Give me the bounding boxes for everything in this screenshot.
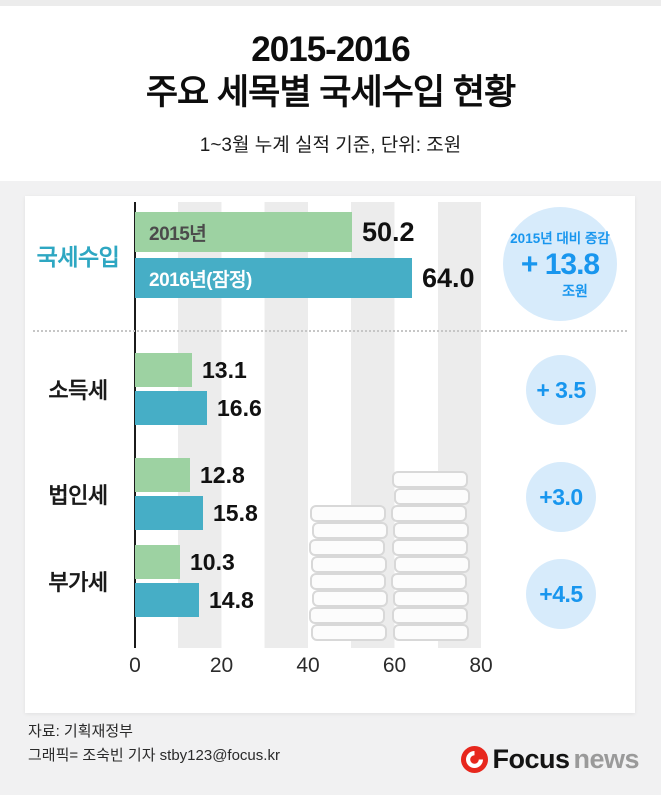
bar-2015-row0: 2015년 xyxy=(135,212,352,252)
value-label-2016-row1: 16.6 xyxy=(217,395,262,421)
diff-badge-unit: 조원 xyxy=(562,283,588,299)
chart-card: 국세수입 2015년 50.2 2016년(잠정) 64.0 소득세 13.1 16.6 법인세… xyxy=(25,196,635,713)
page-title-line1: 2015-2016 xyxy=(251,30,410,69)
x-tick-60: 60 xyxy=(382,654,407,677)
bar-2016-row0: 2016년(잠정) xyxy=(135,258,412,298)
value-label-2015-row3: 10.3 xyxy=(190,549,235,575)
money-stack-watermark xyxy=(309,471,470,641)
category-label-2: 법인세 xyxy=(48,483,108,508)
value-label-2015-row2: 12.8 xyxy=(200,462,245,488)
diff-badge-value: + 13.8 xyxy=(520,248,600,281)
bar-2016-row3 xyxy=(135,583,199,617)
focus-news-logo-icon xyxy=(461,746,489,773)
diff-badge-corporate-tax: +3.0 xyxy=(526,462,596,532)
bar-2016-row2 xyxy=(135,496,203,530)
value-label-2016-row3: 14.8 xyxy=(209,587,254,613)
page-subtitle: 1~3월 누계 실적 기준, 단위: 조원 xyxy=(199,134,462,156)
dashed-separator xyxy=(33,330,627,332)
x-tick-0: 0 xyxy=(129,654,141,677)
category-label-1: 소득세 xyxy=(48,378,108,403)
bar-2015-row3 xyxy=(135,545,180,579)
top-strip xyxy=(0,0,661,6)
logo-text-focus: Focus xyxy=(492,744,570,774)
logo-text-news: news xyxy=(573,744,639,774)
x-tick-20: 20 xyxy=(209,654,234,677)
value-label-2015-row1: 13.1 xyxy=(202,357,247,383)
credit-text: 그래픽= 조숙빈 기자 stby123@focus.kr xyxy=(28,747,280,764)
bar-2015-row1 xyxy=(135,353,192,387)
header: 2015-2016 주요 세목별 국세수입 현황 1~3월 누계 실적 기준, … xyxy=(0,6,661,181)
diff-badge-total: 2015년 대비 증감 + 13.8 조원 xyxy=(503,207,617,321)
series-label-2015: 2015년 xyxy=(149,223,207,245)
x-tick-80: 80 xyxy=(469,654,493,677)
value-label-2016-row2: 15.8 xyxy=(213,500,258,526)
bar-2015-row2 xyxy=(135,458,190,492)
series-label-2016: 2016년(잠정) xyxy=(149,269,252,291)
diff-badge-title: 2015년 대비 증감 xyxy=(510,231,610,246)
diff-badge-vat: +4.5 xyxy=(526,559,596,629)
page-title-line2: 주요 세목별 국세수입 현황 xyxy=(145,73,516,113)
bar-2016-row1 xyxy=(135,391,207,425)
category-label-3: 부가세 xyxy=(48,570,108,595)
x-tick-40: 40 xyxy=(296,654,320,677)
value-label-2016-row0: 64.0 xyxy=(422,263,475,293)
category-label-0: 국세수입 xyxy=(36,244,120,270)
value-label-2015-row0: 50.2 xyxy=(362,217,415,247)
y-axis-line xyxy=(134,202,136,648)
focus-news-logo: Focus news xyxy=(461,744,639,775)
source-text: 자료: 기획재정부 xyxy=(28,723,133,740)
diff-badge-income-tax: + 3.5 xyxy=(526,355,596,425)
plot-layer: 국세수입 2015년 50.2 2016년(잠정) 64.0 소득세 13.1 16.6 법인세… xyxy=(25,196,635,713)
